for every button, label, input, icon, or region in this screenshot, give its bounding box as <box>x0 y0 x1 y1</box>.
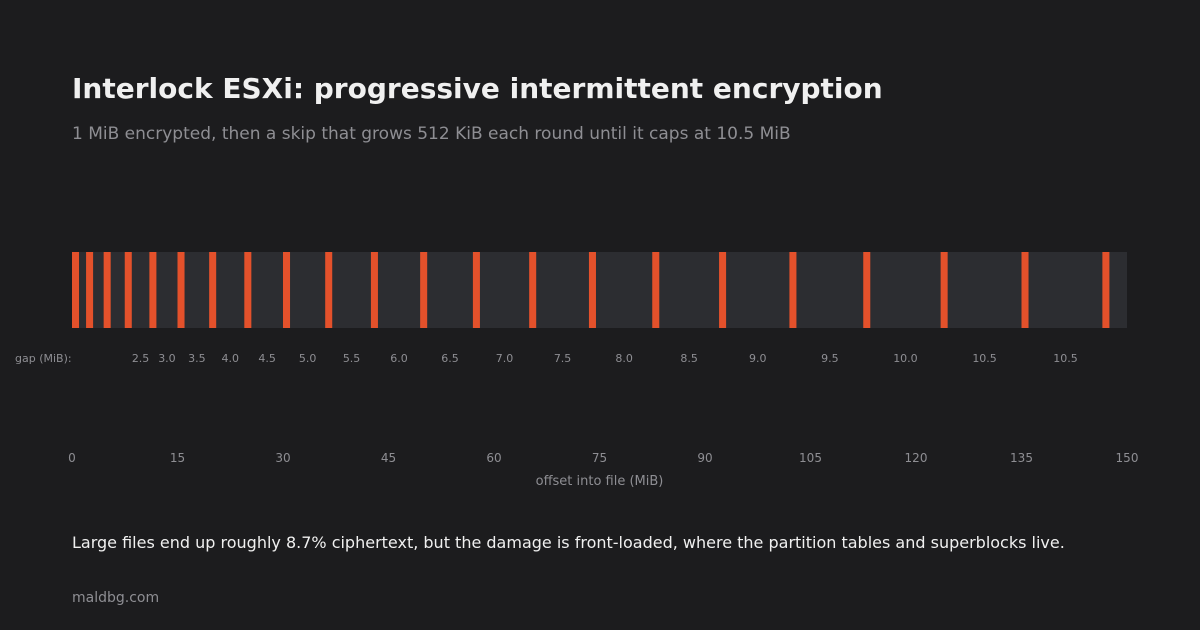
encrypted-chunk <box>1021 252 1029 328</box>
encrypted-chunk <box>244 252 252 328</box>
x-tick-label: 120 <box>905 451 928 465</box>
x-tick-label: 75 <box>592 451 607 465</box>
gap-label: 3.0 <box>158 352 176 365</box>
encrypted-chunk <box>652 252 660 328</box>
encrypted-chunk <box>789 252 797 328</box>
encrypted-chunk <box>420 252 428 328</box>
gap-label: 9.5 <box>821 352 839 365</box>
encrypted-chunk <box>177 252 185 328</box>
encrypted-chunk <box>124 252 132 328</box>
gap-label: 10.5 <box>1053 352 1078 365</box>
gap-label: 7.0 <box>496 352 514 365</box>
encrypted-chunk <box>472 252 480 328</box>
file-track <box>72 252 1127 328</box>
encryption-timeline-chart: gap (MiB): 2.5 3.0 3.5 4.0 4.5 5.0 5.5 6.0 6.5 7.0… <box>15 252 1139 489</box>
encrypted-chunk <box>325 252 333 328</box>
gap-label: 6.5 <box>441 352 459 365</box>
x-tick-label: 150 <box>1116 451 1139 465</box>
chart-subtitle: 1 MiB encrypted, then a skip that grows … <box>72 124 791 144</box>
gap-label: 9.0 <box>749 352 767 365</box>
footnote: Large files end up roughly 8.7% cipherte… <box>72 533 1065 552</box>
gap-label: 5.0 <box>299 352 317 365</box>
encrypted-chunk <box>1102 252 1110 328</box>
x-tick-label: 90 <box>697 451 712 465</box>
gap-label: 10.5 <box>972 352 997 365</box>
x-tick-label: 0 <box>68 451 76 465</box>
gap-label: 8.0 <box>615 352 633 365</box>
encrypted-chunk <box>863 252 871 328</box>
encrypted-chunk <box>940 252 948 328</box>
chart-title: Interlock ESXi: progressive intermittent… <box>72 72 883 105</box>
gap-label: 10.0 <box>893 352 918 365</box>
source-credit: maldbg.com <box>72 590 160 606</box>
encrypted-chunk <box>529 252 537 328</box>
encrypted-chunk <box>72 252 80 328</box>
gap-label: 8.5 <box>680 352 698 365</box>
x-axis-label: offset into file (MiB) <box>536 474 664 489</box>
encrypted-chunk <box>209 252 217 328</box>
x-tick-label: 45 <box>381 451 396 465</box>
gap-label: 4.5 <box>258 352 276 365</box>
encrypted-chunk <box>370 252 378 328</box>
gap-label: 6.0 <box>390 352 408 365</box>
x-tick-label: 30 <box>275 451 290 465</box>
gap-label: 5.5 <box>343 352 361 365</box>
gap-label: 2.5 <box>132 352 150 365</box>
encrypted-chunk <box>86 252 94 328</box>
x-tick-label: 60 <box>486 451 501 465</box>
x-tick-label: 15 <box>170 451 185 465</box>
x-tick-label: 135 <box>1010 451 1033 465</box>
gap-row-label: gap (MiB): <box>15 352 72 365</box>
encrypted-chunk <box>588 252 596 328</box>
encrypted-chunk <box>149 252 157 328</box>
encrypted-chunk <box>719 252 727 328</box>
encrypted-chunk <box>103 252 111 328</box>
encrypted-chunk <box>283 252 291 328</box>
gap-label: 3.5 <box>188 352 206 365</box>
gap-label: 4.0 <box>222 352 240 365</box>
x-tick-label: 105 <box>799 451 822 465</box>
gap-label: 7.5 <box>554 352 572 365</box>
